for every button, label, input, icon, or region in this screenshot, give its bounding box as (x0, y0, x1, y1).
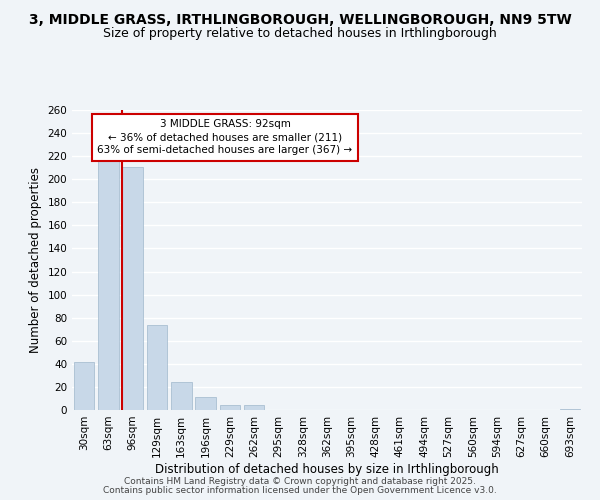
X-axis label: Distribution of detached houses by size in Irthlingborough: Distribution of detached houses by size … (155, 462, 499, 475)
Bar (244, 406, 265, 410)
Text: Contains HM Land Registry data © Crown copyright and database right 2025.: Contains HM Land Registry data © Crown c… (124, 477, 476, 486)
Bar (74, 362, 94, 410)
Bar (171, 382, 191, 410)
Bar (146, 324, 167, 410)
Bar (560, 409, 580, 410)
Text: Size of property relative to detached houses in Irthlingborough: Size of property relative to detached ho… (103, 28, 497, 40)
Bar (195, 398, 216, 410)
Y-axis label: Number of detached properties: Number of detached properties (29, 167, 42, 353)
Text: 3, MIDDLE GRASS, IRTHLINGBOROUGH, WELLINGBOROUGH, NN9 5TW: 3, MIDDLE GRASS, IRTHLINGBOROUGH, WELLIN… (29, 12, 571, 26)
Text: Contains public sector information licensed under the Open Government Licence v3: Contains public sector information licen… (103, 486, 497, 495)
Bar (122, 166, 143, 410)
Text: 3 MIDDLE GRASS: 92sqm
← 36% of detached houses are smaller (211)
63% of semi-det: 3 MIDDLE GRASS: 92sqm ← 36% of detached … (97, 119, 353, 156)
Bar (98, 161, 119, 410)
Bar (220, 406, 240, 410)
